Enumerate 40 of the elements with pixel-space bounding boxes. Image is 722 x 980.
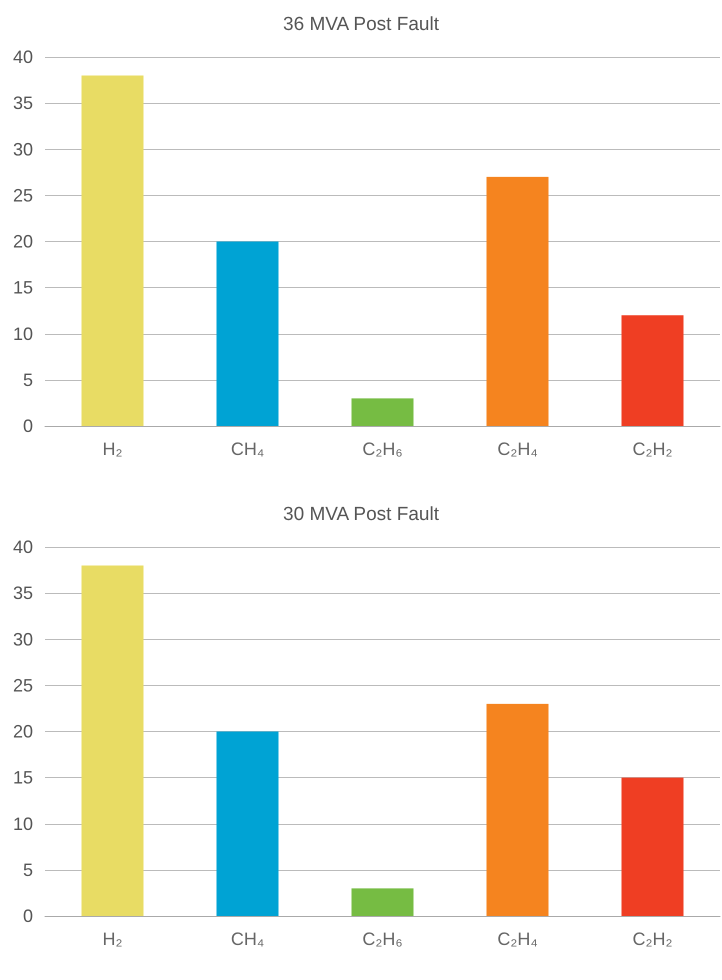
y-tick-label: 10 — [12, 814, 33, 834]
y-tick-label: 0 — [22, 416, 33, 436]
x-tick-label: C₂H₂ — [632, 929, 672, 949]
bar — [486, 176, 548, 426]
y-tick-label: 25 — [12, 185, 33, 206]
x-tick-label: H₂ — [102, 929, 122, 949]
bar — [352, 888, 414, 916]
y-tick-label: 30 — [12, 139, 33, 160]
y-tick-label: 20 — [12, 232, 33, 252]
y-tick-label: 40 — [12, 537, 33, 557]
x-tick-label: CH₄ — [230, 439, 264, 459]
y-tick-label: 10 — [12, 324, 33, 344]
x-tick-label: C₂H₄ — [497, 439, 538, 459]
bar — [82, 75, 144, 426]
y-tick-label: 25 — [12, 675, 33, 696]
bar — [352, 398, 414, 426]
x-tick-label: C₂H₂ — [632, 439, 672, 459]
bar — [82, 565, 144, 916]
x-tick-label: C₂H₆ — [362, 439, 403, 459]
y-tick-label: 15 — [12, 768, 33, 788]
x-tick-label: CH₄ — [230, 929, 264, 949]
y-tick-label: 35 — [12, 583, 33, 604]
bar — [486, 704, 548, 916]
x-tick-label: C₂H₄ — [497, 929, 538, 949]
y-tick-label: 40 — [12, 47, 33, 67]
y-tick-label: 15 — [12, 278, 33, 298]
y-tick-label: 30 — [12, 629, 33, 650]
y-tick-label: 35 — [12, 93, 33, 114]
y-tick-label: 5 — [22, 860, 33, 880]
bar — [622, 315, 684, 426]
bar — [622, 778, 684, 916]
y-tick-label: 0 — [22, 906, 33, 926]
chart-title: 36 MVA Post Fault — [283, 14, 440, 35]
bar — [216, 242, 278, 426]
chart-title: 30 MVA Post Fault — [283, 504, 440, 525]
y-tick-label: 20 — [12, 722, 33, 742]
x-tick-label: H₂ — [102, 439, 122, 459]
bar — [216, 732, 278, 916]
x-tick-label: C₂H₆ — [362, 929, 403, 949]
y-tick-label: 5 — [22, 370, 33, 390]
